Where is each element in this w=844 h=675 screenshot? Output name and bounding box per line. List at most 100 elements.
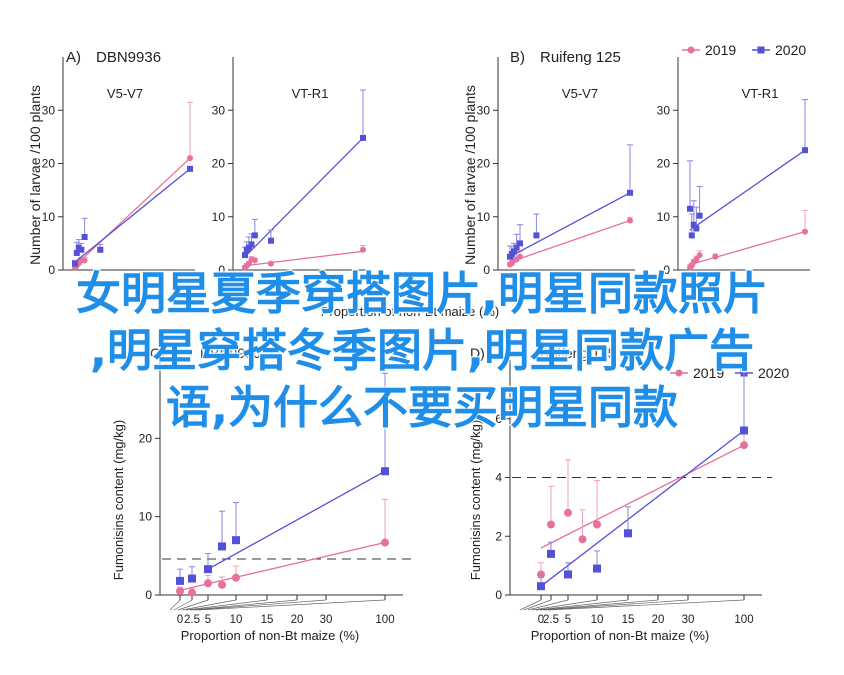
panel-c-title: DBN9936 [200, 345, 261, 361]
a1-series-2020-fit-line [74, 168, 191, 263]
a1-series-2020-point-5 [97, 246, 104, 253]
a2-series-2020-point-4 [251, 232, 258, 239]
d-series-2020-point-5 [740, 426, 748, 435]
a2-series-2019-point-5 [267, 260, 274, 267]
legend-top-2019-marker [687, 46, 695, 54]
d-xtick-label-0: 0 [538, 614, 544, 626]
d-ytick-label-0: 0 [495, 588, 502, 602]
d-series-2019-point-1 [547, 520, 555, 529]
b2-series-2020-point-4 [696, 212, 703, 219]
b2-ytick-label-3: 30 [657, 103, 671, 117]
d-series-2019-point-5 [740, 441, 748, 450]
a1-plot: 0 10 20 30 [42, 57, 195, 277]
c-ytick-label-2: 20 [139, 431, 153, 445]
d-xtick-fan-3 [531, 599, 598, 611]
b1-series-2019-point-4 [517, 253, 524, 260]
d-ylabel: Fumonisins content (mg/kg) [468, 420, 483, 580]
b1-series-2019-fit-line [509, 219, 631, 263]
c-series-2019-fit-line [179, 541, 386, 591]
c-xtick-label-6: 30 [320, 614, 333, 626]
d-xtick-label-3: 10 [591, 614, 604, 626]
d-series-2019-point-0 [537, 570, 545, 579]
b2-series-2019-fit-line [689, 231, 806, 266]
d-series-2020-point-4 [624, 529, 632, 538]
panel-a-label: A) [66, 49, 81, 66]
b2-series-2020-point-3 [693, 225, 700, 232]
a1-series-2019-point-4 [81, 257, 88, 264]
d-ytick-label-3: 6 [495, 412, 502, 426]
d-series-2020-point-1 [547, 549, 555, 558]
a2-ytick-label-2: 20 [212, 157, 226, 171]
overlay-caption-line3: 语,为什么不要买明星同款 [165, 380, 679, 435]
legend-top: 2019 2020 [682, 42, 806, 58]
b1-series-2020-fit-line [509, 192, 631, 258]
c-series-2020-point-0 [176, 576, 184, 585]
a2-plot: 0 10 20 30 [212, 57, 368, 277]
a1-series-2019-point-5 [187, 155, 193, 162]
a1-series-2020-point-6 [187, 165, 193, 172]
a-ylabel: Number of larvae /100 plants [27, 85, 43, 265]
d-series-2020-point-3 [593, 564, 601, 573]
c-ytick-label-0: 0 [145, 588, 152, 602]
d-series-2019-point-4 [593, 520, 601, 529]
a1-series-2020-point-4 [81, 233, 88, 240]
panel-d-title: Ruifeng 125 [540, 345, 616, 361]
c-series-2019-point-2 [204, 579, 212, 588]
c-series-2019-point-5 [381, 538, 389, 547]
d-series-2019-point-3 [578, 535, 587, 544]
b1-series-2020-point-3 [513, 244, 520, 251]
c-xlabel: Proportion of non-Bt maize (%) [181, 628, 359, 643]
a2-subtitle: VT-R1 [292, 86, 329, 101]
d-xtick-fan-4 [535, 599, 629, 611]
a-xlabel-partial: Proportion of non-Bt maize (%) [321, 304, 499, 319]
c-ylabel: Fumonisins content (mg/kg) [111, 420, 126, 580]
a2-series-2020-point-0 [242, 252, 248, 259]
c-xtick-label-5: 20 [291, 614, 304, 626]
a1-series-2020-point-1 [73, 249, 80, 256]
b2-series-2020-fit-line [689, 149, 806, 231]
b1-series-2020-point-5 [533, 232, 540, 239]
c-xtick-label-7: 100 [375, 614, 394, 626]
c-series-2019-point-4 [232, 573, 240, 582]
c-xtick-label-3: 10 [230, 614, 243, 626]
c-xtick-label-2: 5 [205, 614, 211, 626]
b1-series-2020-point-2 [510, 248, 517, 255]
a2-series-2020-point-6 [360, 134, 366, 141]
legend-bottom-2020-label: 2020 [758, 365, 789, 381]
c-series-2019-point-3 [218, 580, 226, 589]
b2-series-2019-point-4 [696, 252, 703, 259]
c-series-2020-point-4 [232, 536, 240, 545]
panel-b-label: B) [510, 49, 525, 66]
c-xtick-fan-6 [193, 599, 327, 611]
legend-top-2020-marker [757, 46, 765, 54]
d-xtick-fan-6 [543, 599, 689, 611]
c-series-2019-point-0 [176, 587, 184, 596]
c-xtick-fan-0 [169, 599, 181, 611]
b2-subtitle: VT-R1 [742, 86, 779, 101]
b1-ytick-label-1: 10 [477, 210, 491, 224]
d-series-2020-point-2 [564, 570, 572, 579]
c-xtick-label-4: 15 [261, 614, 274, 626]
d-xtick-label-4: 15 [622, 614, 635, 626]
d-xtick-fan-1 [523, 599, 552, 611]
a1-ytick-label-3: 30 [42, 103, 56, 117]
c-ytick-label-1: 10 [139, 510, 153, 524]
d-xtick-fan-7 [547, 599, 745, 611]
a2-series-2020-point-3 [248, 241, 255, 248]
b1-ytick-label-3: 30 [477, 103, 491, 117]
c-series-2020-point-1 [188, 574, 196, 583]
legend-bottom-2019-marker [675, 369, 683, 377]
d-xtick-label-2: 5 [565, 614, 571, 626]
b2-plot: 0 10 20 30 [657, 57, 810, 277]
a2-series-2020-point-5 [267, 237, 274, 244]
b2-ytick-label-1: 10 [657, 210, 671, 224]
b1-series-2020-point-4 [517, 240, 524, 247]
c-xtick-fan-5 [189, 599, 298, 611]
c-xtick-label-1: 2.5 [184, 614, 200, 626]
b1-series-2019-point-5 [627, 217, 633, 224]
d-xtick-fan-2 [527, 599, 569, 611]
a1-series-2020-point-3 [78, 246, 85, 253]
c-xtick-fan-2 [177, 599, 209, 611]
